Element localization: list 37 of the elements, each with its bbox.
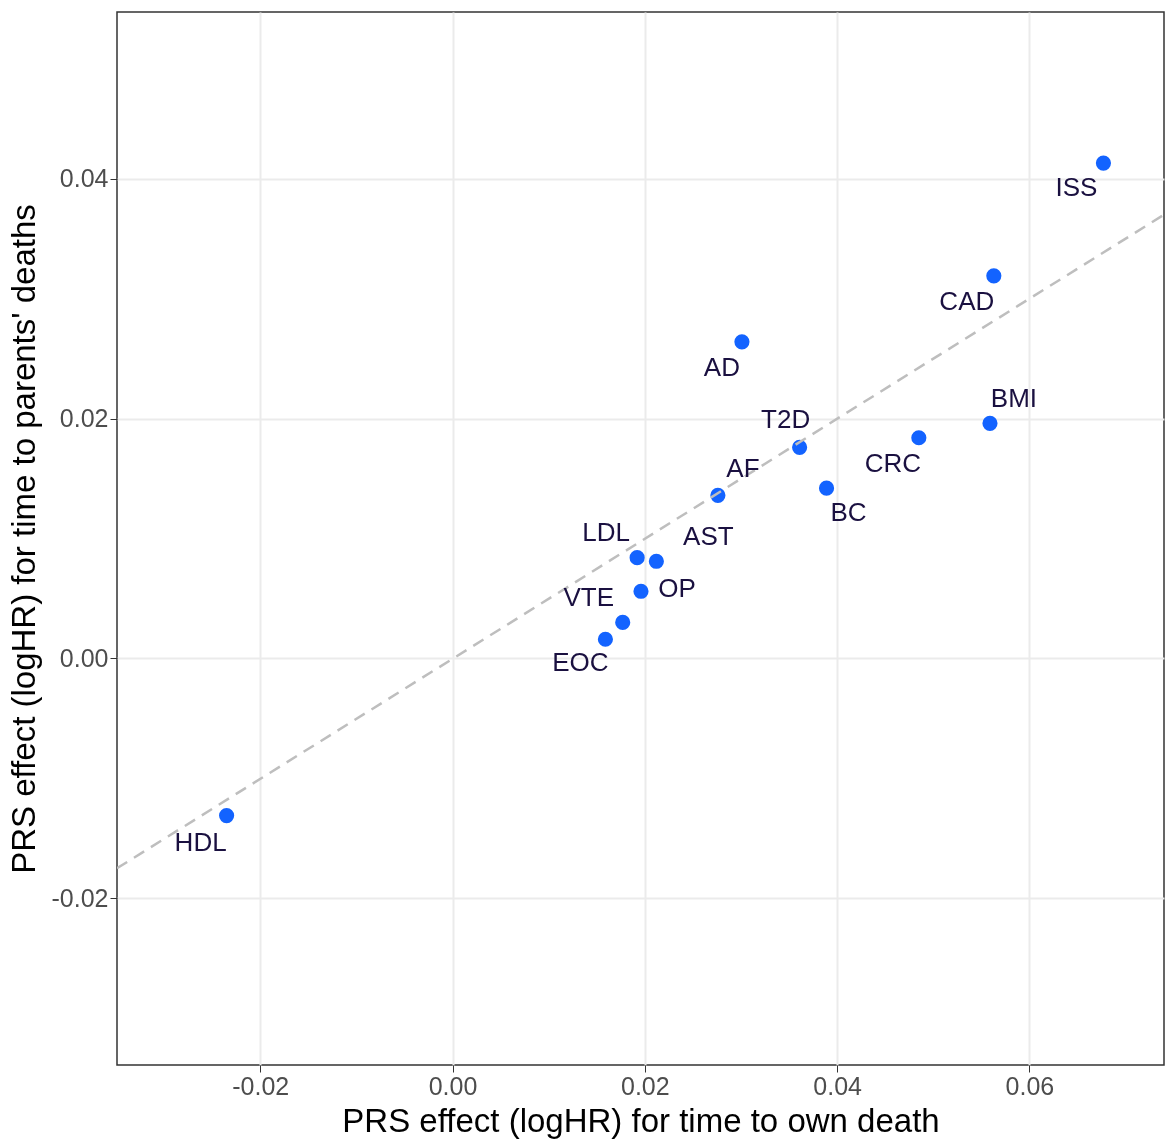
- annotation: AD: [703, 351, 740, 382]
- annotation: ISS: [1055, 172, 1098, 203]
- annotation: CRC: [864, 447, 922, 478]
- point: [986, 268, 1002, 284]
- annotation: LDL: [582, 516, 630, 547]
- point: [734, 334, 750, 350]
- y-axis-title: PRS effect (logHR) for time to parents' deaths: [4, 204, 42, 874]
- y-tick-label: 0.02: [59, 404, 109, 433]
- point: [818, 480, 835, 496]
- y-tick-label: 0.04: [59, 164, 109, 193]
- x-axis-title: PRS effect (logHR) for time to own death: [342, 1101, 940, 1139]
- point: [1095, 155, 1112, 171]
- annotation: CAD: [939, 285, 995, 316]
- annotation: T2D: [761, 404, 811, 435]
- annotation: OP: [658, 573, 696, 604]
- x-tick-label: 0.00: [428, 1071, 478, 1100]
- annotation: VTE: [563, 582, 614, 613]
- point: [982, 415, 998, 431]
- point: [219, 807, 235, 824]
- point: [911, 430, 927, 446]
- x-tick-label: 0.06: [1005, 1071, 1055, 1100]
- x-tick-label: -0.02: [232, 1071, 290, 1100]
- x-tick-label: 0.02: [620, 1071, 670, 1100]
- point: [597, 631, 613, 647]
- point: [648, 553, 664, 569]
- annotation: BC: [830, 497, 867, 528]
- y-tick-label: -0.02: [51, 883, 109, 912]
- point: [615, 614, 631, 631]
- annotation: AST: [683, 521, 734, 552]
- point: [633, 583, 649, 599]
- point: [629, 550, 645, 566]
- annotation: EOC: [552, 647, 609, 678]
- annotation: AF: [726, 453, 760, 484]
- x-tick-label: 0.04: [813, 1071, 863, 1100]
- annotation: BMI: [990, 383, 1038, 414]
- y-tick-label: 0.00: [59, 643, 109, 672]
- annotation: HDL: [174, 826, 227, 857]
